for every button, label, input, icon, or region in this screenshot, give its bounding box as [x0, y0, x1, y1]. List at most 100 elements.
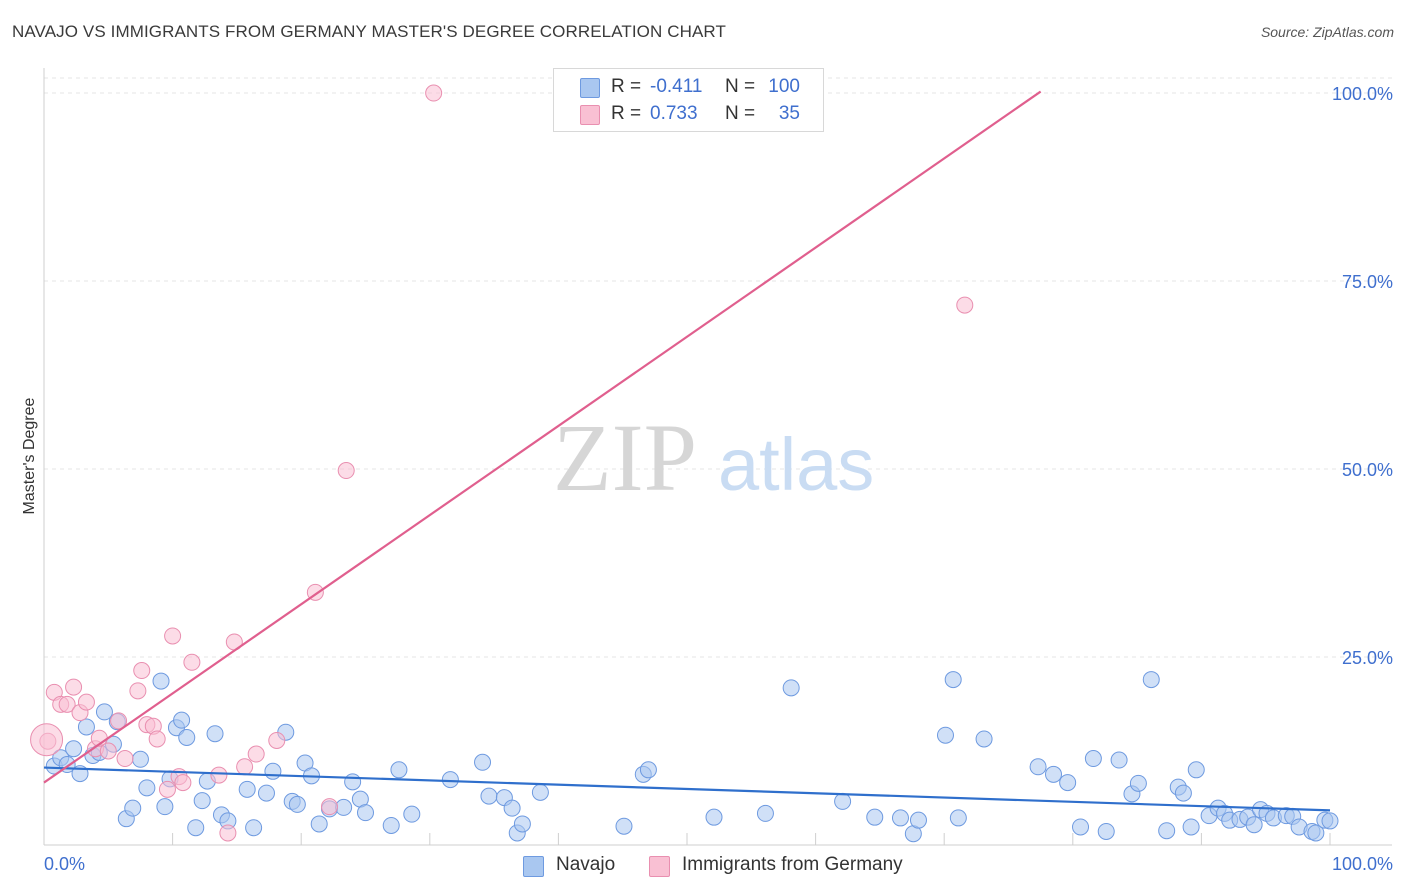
grid-lines	[44, 77, 1392, 658]
navajo-point	[705, 808, 723, 826]
navajo-point	[152, 672, 170, 690]
navajo-point	[1182, 818, 1200, 836]
y-tick-label: 25.0%	[1342, 648, 1393, 668]
navajo-point	[1029, 758, 1047, 776]
legend-row-navajo: R = -0.411 N = 100	[580, 75, 820, 99]
navajo-point	[615, 817, 633, 835]
navajo-point	[382, 816, 400, 834]
y-tick-label: 100.0%	[1332, 84, 1393, 104]
trend-lines	[43, 90, 1331, 812]
navajo-point	[264, 762, 282, 780]
germany-point	[148, 730, 166, 748]
legend-row-germany: R = 0.733 N = 35	[580, 102, 820, 126]
germany-point	[425, 84, 443, 102]
r-label: R =	[611, 76, 642, 97]
legend-item-germany[interactable]: Immigrants from Germany	[649, 852, 903, 878]
navajo-point	[344, 773, 362, 791]
navajo-point	[357, 804, 374, 822]
n-value: 100	[768, 76, 800, 97]
navajo-point	[335, 798, 353, 816]
navajo-swatch	[580, 78, 600, 98]
navajo-point	[866, 808, 884, 826]
n-value: 35	[778, 103, 800, 124]
germany-point	[320, 798, 338, 816]
navajo-point	[187, 819, 205, 837]
navajo-point	[1158, 822, 1176, 840]
germany-point	[133, 662, 151, 680]
navajo-trend-line	[43, 766, 1331, 812]
navajo-point	[178, 728, 196, 746]
germany-point	[116, 750, 134, 768]
y-axis-label: Master's Degree	[21, 397, 38, 514]
y-tick-label: 75.0%	[1342, 272, 1393, 292]
navajo-point	[403, 805, 421, 823]
x-tick-label-max: 100.0%	[1332, 854, 1393, 874]
navajo-point	[1142, 671, 1160, 689]
navajo-point	[95, 703, 113, 721]
chart-title: NAVAJO VS IMMIGRANTS FROM GERMANY MASTER…	[12, 22, 726, 41]
germany-point	[174, 774, 192, 792]
germany-point	[210, 766, 228, 784]
source-label: Source: ZipAtlas.com	[1260, 24, 1394, 40]
germany-point	[247, 745, 265, 763]
navajo-point	[909, 811, 927, 829]
navajo-point	[1072, 818, 1090, 836]
y-tick-label: 50.0%	[1342, 460, 1393, 480]
navajo-point	[124, 799, 142, 817]
navajo-point	[193, 792, 211, 810]
navajo-point	[245, 819, 263, 837]
navajo-point	[480, 787, 498, 805]
navajo-point	[1110, 751, 1128, 769]
navajo-point	[531, 783, 549, 801]
navajo-point	[206, 725, 224, 743]
navajo-point	[1174, 784, 1192, 802]
germany-point	[164, 627, 182, 645]
navajo-legend-swatch	[523, 856, 544, 877]
germany-point	[236, 758, 254, 776]
germany-point	[158, 780, 176, 798]
germany-legend-swatch	[649, 856, 670, 877]
germany-point	[219, 824, 237, 842]
germany-point	[183, 653, 201, 671]
navajo-point	[65, 740, 83, 758]
navajo-point	[1187, 761, 1205, 779]
germany-point	[956, 296, 974, 314]
germany-point	[99, 742, 117, 760]
watermark-atlas: atlas	[718, 423, 874, 506]
navajo-point	[474, 753, 492, 771]
germany-point	[30, 723, 64, 757]
navajo-point	[1129, 774, 1147, 792]
n-label: N =	[725, 76, 756, 97]
tick-labels: 25.0% 50.0% 75.0% 100.0% 0.0% 100.0%	[44, 84, 1393, 874]
r-value: 0.733	[650, 103, 698, 124]
axes	[43, 68, 1392, 846]
navajo-point	[390, 761, 408, 779]
navajo-point	[1059, 774, 1077, 792]
germany-point	[77, 693, 95, 711]
legend-label-navajo: Navajo	[556, 854, 616, 875]
navajo-point	[310, 815, 328, 833]
navajo-point	[891, 809, 909, 827]
germany-point	[129, 682, 147, 700]
germany-trend-line	[43, 90, 1042, 784]
navajo-point	[131, 750, 149, 768]
n-label: N =	[725, 103, 756, 124]
navajo-point	[513, 815, 531, 833]
navajo-point	[257, 784, 275, 802]
navajo-point	[834, 792, 852, 810]
navajo-point	[1321, 812, 1339, 830]
navajo-point	[1245, 816, 1263, 834]
germany-point	[110, 712, 128, 730]
navajo-point	[441, 771, 459, 789]
navajo-point	[503, 799, 521, 817]
navajo-point	[936, 726, 954, 744]
x-tick-label-min: 0.0%	[44, 854, 85, 874]
germany-point	[65, 678, 83, 696]
germany-point	[337, 462, 355, 480]
legend-item-navajo[interactable]: Navajo	[523, 852, 615, 878]
series-legend: Navajo Immigrants from Germany	[0, 852, 1406, 878]
r-value: -0.411	[650, 76, 703, 97]
navajo-point	[1097, 822, 1115, 840]
navajo-point	[944, 671, 962, 689]
navajo-point	[975, 730, 993, 748]
